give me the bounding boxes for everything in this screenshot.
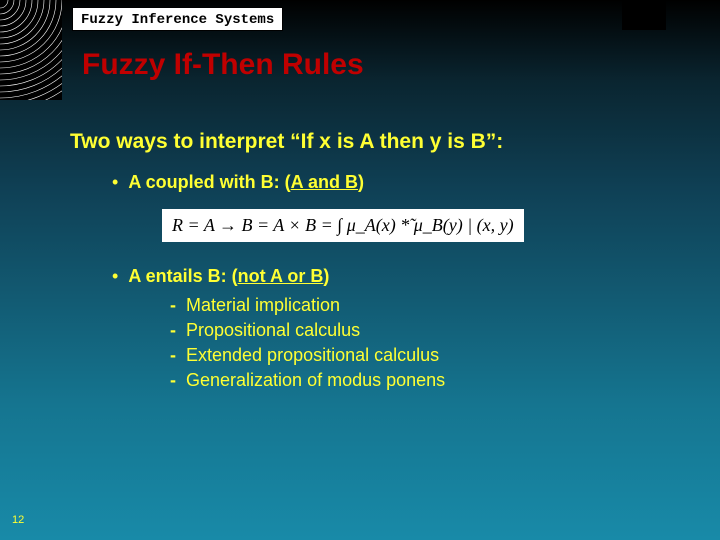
- subtitle: Two ways to interpret “If x is A then y …: [70, 130, 680, 154]
- dash-icon: -: [170, 370, 176, 391]
- sub-item-label: Material implication: [186, 295, 340, 316]
- formula-box: R = A → B = A × B = ∫ μ_A(x) *̃ μ_B(y) |…: [162, 209, 524, 242]
- list-item: - Generalization of modus ponens: [170, 370, 680, 391]
- header-label-box: Fuzzy Inference Systems: [72, 7, 283, 31]
- list-item: - Propositional calculus: [170, 320, 680, 341]
- bullet-entails: • A entails B: (not A or B): [112, 266, 680, 287]
- sub-item-label: Propositional calculus: [186, 320, 360, 341]
- dash-icon: -: [170, 345, 176, 366]
- list-item: - Extended propositional calculus: [170, 345, 680, 366]
- sub-item-label: Generalization of modus ponens: [186, 370, 445, 391]
- bullet-coupled-prefix: A coupled with B: (: [128, 172, 290, 192]
- bullet-dot-icon: •: [112, 173, 118, 191]
- bullet-coupled: • A coupled with B: (A and B): [112, 172, 680, 193]
- bullet-dot-icon: •: [112, 267, 118, 285]
- bullet-coupled-suffix: ): [358, 172, 364, 192]
- header-label: Fuzzy Inference Systems: [81, 12, 274, 28]
- bullet-coupled-text: A coupled with B: (A and B): [128, 172, 364, 193]
- page-number: 12: [12, 514, 24, 526]
- bullet-coupled-emph: A and B: [291, 172, 358, 192]
- bullet-entails-suffix: ): [323, 266, 329, 286]
- bullet-entails-prefix: A entails B: (: [128, 266, 237, 286]
- content-area: Two ways to interpret “If x is A then y …: [70, 130, 680, 395]
- top-right-block: [622, 0, 666, 30]
- bullet-entails-emph: not A or B: [238, 266, 324, 286]
- sub-item-label: Extended propositional calculus: [186, 345, 439, 366]
- formula-text: R = A → B = A × B = ∫ μ_A(x) *̃ μ_B(y) |…: [172, 215, 514, 235]
- list-item: - Material implication: [170, 295, 680, 316]
- corner-arcs: [0, 0, 62, 100]
- bullet-entails-text: A entails B: (not A or B): [128, 266, 329, 287]
- dash-icon: -: [170, 320, 176, 341]
- sub-list: - Material implication - Propositional c…: [170, 295, 680, 391]
- slide-title: Fuzzy If-Then Rules: [82, 48, 364, 82]
- dash-icon: -: [170, 295, 176, 316]
